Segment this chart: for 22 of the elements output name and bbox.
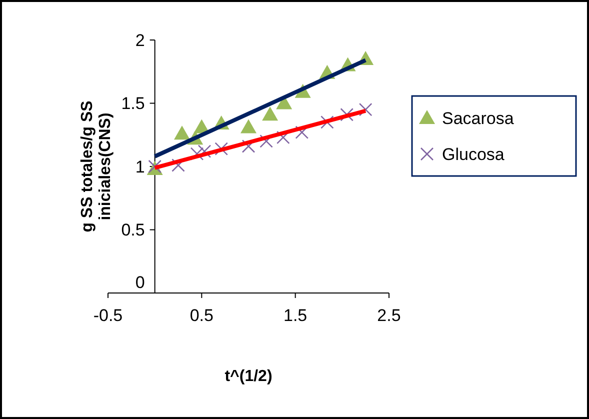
point (276, 130, 290, 144)
x-axis-title: t^(1/2) (224, 368, 272, 385)
point (295, 126, 309, 139)
y-tick-label: 2 (135, 30, 145, 50)
point (340, 108, 354, 122)
point (262, 106, 278, 121)
point (240, 119, 256, 134)
x-tick-label: 2.5 (377, 306, 401, 325)
y-tick-label: 0 (135, 272, 145, 292)
x-tick-label: 0.5 (190, 306, 214, 325)
y-tick-label: 1.5 (121, 94, 145, 114)
legend-label: Sacarosa (442, 108, 514, 128)
point (214, 142, 228, 156)
y-tick-label: 0.5 (121, 220, 145, 240)
y-axis-title: g SS totales/g SS iniciales(CNS) (78, 100, 114, 232)
legend-label: Glucosa (442, 144, 505, 164)
x-tick-label: -0.5 (93, 306, 123, 325)
point (358, 102, 372, 116)
x-tick-label: 1.5 (284, 306, 308, 325)
point (320, 116, 334, 129)
y-tick-label: 1 (135, 157, 145, 176)
point (174, 126, 190, 140)
